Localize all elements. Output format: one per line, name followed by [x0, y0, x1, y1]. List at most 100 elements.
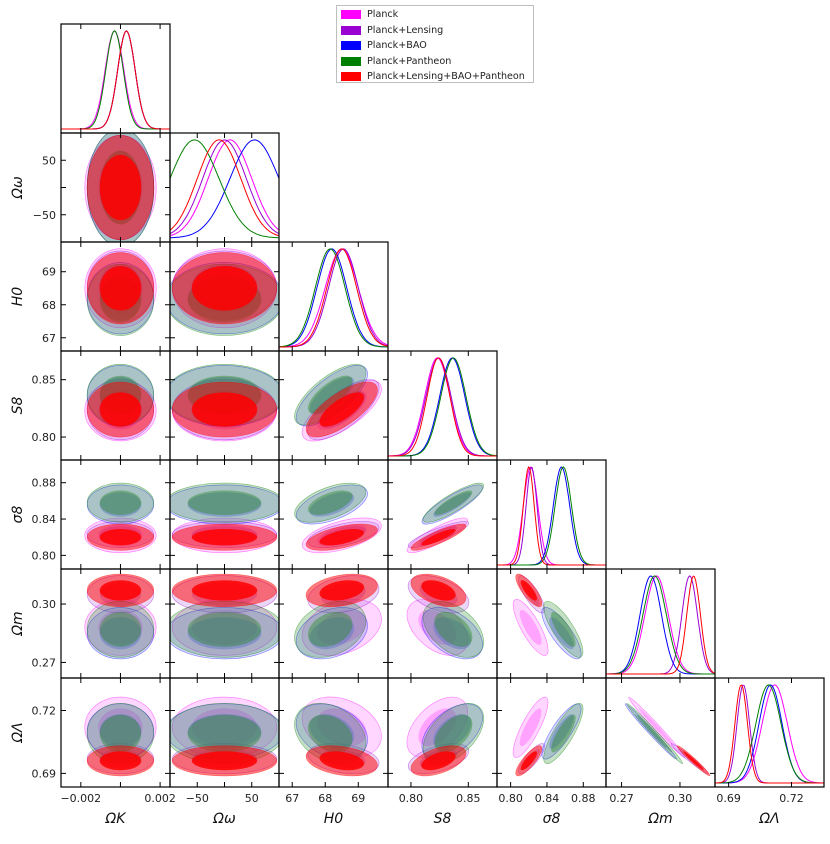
- legend: Planck Planck+Lensing Planck+BAO Planck+…: [336, 5, 534, 83]
- xaxis-label-omega-k: ΩK: [105, 811, 128, 827]
- xtick-label-omega-m-0: 0.27: [609, 792, 634, 805]
- xtick-label-h0-1: 68: [318, 792, 332, 805]
- ytick-label-sigma8-2: 0.88: [32, 477, 57, 490]
- legend-label-planck-lensing: Planck+Lensing: [367, 24, 444, 36]
- panel-omega-k-s8: [60, 350, 171, 461]
- panel-content-h0-s8: [294, 364, 382, 442]
- contour-inner-omega-k-omega-m-planck: [98, 609, 143, 645]
- contour-inner-omega-k-omega-m-planck-bao: [99, 617, 142, 650]
- marginal-curve-h0-planck: [279, 248, 388, 348]
- marginal-curve-omega-m-planck-lensing-bao-pantheon: [606, 575, 715, 675]
- xtick-label-omega-w-0: −50: [186, 792, 209, 805]
- contour-inner-omega-m-omega-lambda-planck-lensing-bao-pantheon: [683, 751, 704, 771]
- legend-label-planck: Planck: [367, 9, 399, 21]
- contour-inner-omega-w-omega-m-planck: [191, 609, 258, 645]
- ytick-label-omega-lambda-1: 0.72: [32, 704, 57, 717]
- contour-outer-h0-omega-m-planck-pantheon: [294, 600, 367, 658]
- contour-inner-h0-sigma8-planck-bao: [309, 492, 355, 517]
- panel-omega-m-omega-m: [605, 568, 716, 679]
- contour-inner-omega-w-sigma8-planck-lensing-bao-pantheon: [191, 529, 258, 546]
- panel-content-sigma8-omega-lambda: [512, 696, 584, 777]
- panel-h0-omega-lambda: [278, 677, 389, 788]
- panel-omega-w-s8: [169, 350, 280, 461]
- legend-swatch-planck-bao: [341, 41, 361, 51]
- marginal-curve-s8-planck-lensing: [388, 357, 497, 457]
- panel-omega-k-sigma8: [60, 459, 171, 570]
- ytick-label-sigma8-1: 0.84: [32, 513, 57, 526]
- contour-inner-h0-omega-m-planck-lensing-bao-pantheon: [319, 580, 365, 601]
- contour-inner-omega-w-omega-lambda-planck-bao: [187, 714, 262, 749]
- panel-omega-w-omega-m: [169, 568, 280, 679]
- contour-inner-s8-omega-lambda-planck-pantheon: [434, 714, 473, 753]
- xaxis-label-omega-lambda: ΩΛ: [758, 811, 779, 827]
- panel-sigma8-sigma8: [496, 459, 607, 570]
- marginal-curve-s8-planck-lensing-bao-pantheon: [388, 357, 497, 457]
- marginal-curve-omega-m-planck-pantheon: [606, 575, 715, 675]
- panel-sigma8-omega-m: [496, 568, 607, 679]
- contour-inner-omega-k-omega-m-planck-lensing-bao-pantheon: [99, 580, 142, 601]
- contour-inner-omega-k-omega-lambda-planck-bao: [99, 714, 142, 749]
- legend-swatch-planck: [341, 10, 361, 20]
- ytick-label-s8-1: 0.85: [32, 374, 57, 387]
- panel-omega-k-omega-w: [60, 132, 171, 243]
- panel-s8-sigma8: [387, 459, 498, 570]
- panel-content-omega-lambda-omega-lambda: [715, 684, 824, 784]
- panel-content-s8-s8: [388, 357, 497, 457]
- marginal-curve-omega-lambda-planck-lensing-bao-pantheon: [715, 684, 824, 784]
- panel-content-sigma8-omega-m: [512, 573, 584, 660]
- marginal-curve-omega-w-planck-lensing-bao-pantheon: [170, 139, 279, 237]
- ytick-label-h0-2: 69: [42, 266, 56, 279]
- xtick-label-h0-0: 67: [285, 792, 299, 805]
- xaxis-label-s8: S8: [434, 811, 452, 827]
- panel-content-omega-w-omega-m: [170, 573, 279, 660]
- xaxis-label-sigma8: σ8: [543, 811, 561, 827]
- panel-content-omega-w-sigma8: [170, 482, 279, 554]
- contour-inner-h0-omega-lambda-planck-pantheon: [307, 714, 353, 753]
- ytick-label-sigma8-0: 0.80: [32, 549, 57, 562]
- panel-omega-lambda-omega-lambda: [714, 677, 825, 788]
- panel-h0-h0: [278, 241, 389, 352]
- panel-h0-sigma8: [278, 459, 389, 570]
- panel-h0-s8: [278, 350, 389, 461]
- legend-entry-planck-bao: Planck+BAO: [341, 38, 533, 54]
- marginal-curve-omega-m-planck-lensing: [606, 575, 715, 675]
- contour-inner-omega-k-s8-planck-lensing-bao-pantheon: [99, 392, 142, 427]
- panel-omega-w-omega-lambda: [169, 677, 280, 788]
- panel-content-omega-k-sigma8: [84, 482, 157, 554]
- panel-content-omega-k-h0: [84, 248, 157, 336]
- contour-inner-s8-omega-m-planck-lensing-bao-pantheon: [421, 580, 456, 601]
- panel-content-omega-k-s8: [84, 364, 157, 442]
- xtick-label-h0-2: 69: [351, 792, 365, 805]
- panel-s8-omega-lambda: [387, 677, 498, 788]
- panel-content-h0-sigma8: [294, 482, 382, 554]
- xaxis-label-omega-w: Ωω: [212, 811, 236, 827]
- contour-outer-s8-sigma8-planck-pantheon: [422, 482, 484, 523]
- xtick-label-omega-w-2: 50: [245, 792, 259, 805]
- panel-content-omega-k-omega-lambda: [84, 696, 157, 777]
- xtick-label-omega-k-0: −0.002: [60, 792, 101, 805]
- ytick-label-h0-0: 67: [42, 332, 56, 345]
- marginal-curve-omega-k-planck-lensing: [61, 30, 170, 130]
- contour-outer-s8-sigma8-planck-bao: [421, 484, 483, 525]
- contour-inner-h0-s8-planck-pantheon: [307, 375, 353, 414]
- xtick-label-s8-1: 0.85: [456, 792, 481, 805]
- yaxis-label-h0: H0: [10, 287, 26, 307]
- legend-entry-combined: Planck+Lensing+BAO+Pantheon: [341, 69, 533, 85]
- marginal-curve-sigma8-planck-bao: [497, 466, 606, 566]
- contour-inner-omega-w-omega-m-planck-pantheon: [187, 611, 262, 647]
- contour-inner-omega-w-s8-planck-lensing-bao-pantheon: [191, 392, 258, 427]
- marginal-curve-omega-k-planck: [61, 30, 170, 130]
- panel-s8-omega-m: [387, 568, 498, 679]
- marginal-curve-h0-planck-bao: [279, 248, 388, 348]
- contour-inner-s8-sigma8-planck-lensing-bao-pantheon: [421, 529, 456, 546]
- legend-label-combined: Planck+Lensing+BAO+Pantheon: [367, 71, 525, 83]
- marginal-curve-s8-planck: [388, 357, 497, 457]
- yaxis-label-sigma8: σ8: [10, 506, 26, 524]
- contour-inner-sigma8-omega-m-planck-bao: [549, 617, 574, 650]
- contour-inner-h0-omega-m-planck-pantheon: [307, 611, 353, 647]
- contour-inner-h0-sigma8-planck-lensing-bao-pantheon: [319, 529, 365, 546]
- legend-entry-planck-pantheon: Planck+Pantheon: [341, 54, 533, 70]
- contour-inner-omega-w-omega-lambda-planck-lensing-bao-pantheon: [191, 751, 258, 771]
- panel-h0-omega-m: [278, 568, 389, 679]
- marginal-curve-omega-k-planck-bao: [61, 30, 170, 130]
